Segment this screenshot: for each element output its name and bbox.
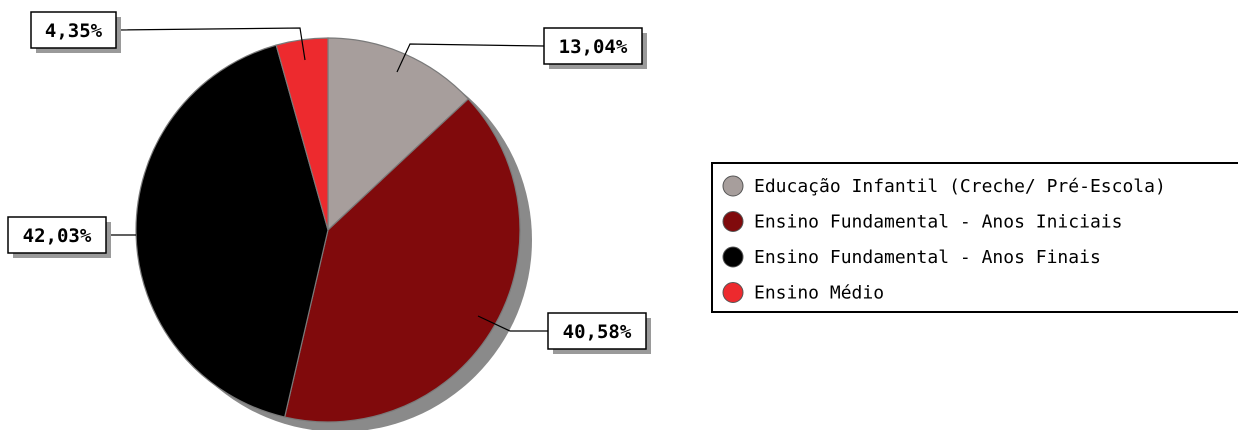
callout-line-2: [477, 315, 548, 332]
data-label-4: 4,35%: [45, 20, 103, 42]
legend-entry-3: Ensino Fundamental - Anos Finais: [754, 247, 1101, 268]
legend-box: [711, 162, 1238, 313]
legend-entry-4: Ensino Médio: [754, 283, 884, 304]
pie-slice-2: [283, 98, 521, 423]
callout-line-4: [115, 27, 306, 61]
data-labels: 13,04% 40,58% 42,03% 4,35%: [7, 11, 651, 354]
legend-marker-1: [722, 175, 744, 197]
legend-marker-4: [722, 282, 744, 303]
callout-box-4: [30, 11, 117, 49]
callout-box-2: [547, 312, 647, 350]
legend-marker-3: [722, 246, 744, 268]
legend: Educação Infantil (Creche/ Pré-Escola) En…: [711, 162, 1238, 313]
data-label-3: 42,03%: [23, 225, 92, 247]
callout-line-1: [396, 43, 545, 73]
pie-slice-3: [135, 44, 329, 418]
callout-box-3: [7, 216, 107, 254]
callout-box-1: [543, 27, 643, 65]
legend-marker-2: [722, 211, 744, 232]
data-label-2: 40,58%: [563, 321, 632, 343]
legend-entry-1: Educação Infantil (Creche/ Pré-Escola): [754, 176, 1166, 197]
pie-slices: [135, 37, 521, 423]
pie-slice-1: [327, 37, 470, 232]
data-label-1: 13,04%: [559, 36, 628, 58]
legend-entry-2: Ensino Fundamental - Anos Iniciais: [754, 212, 1122, 233]
